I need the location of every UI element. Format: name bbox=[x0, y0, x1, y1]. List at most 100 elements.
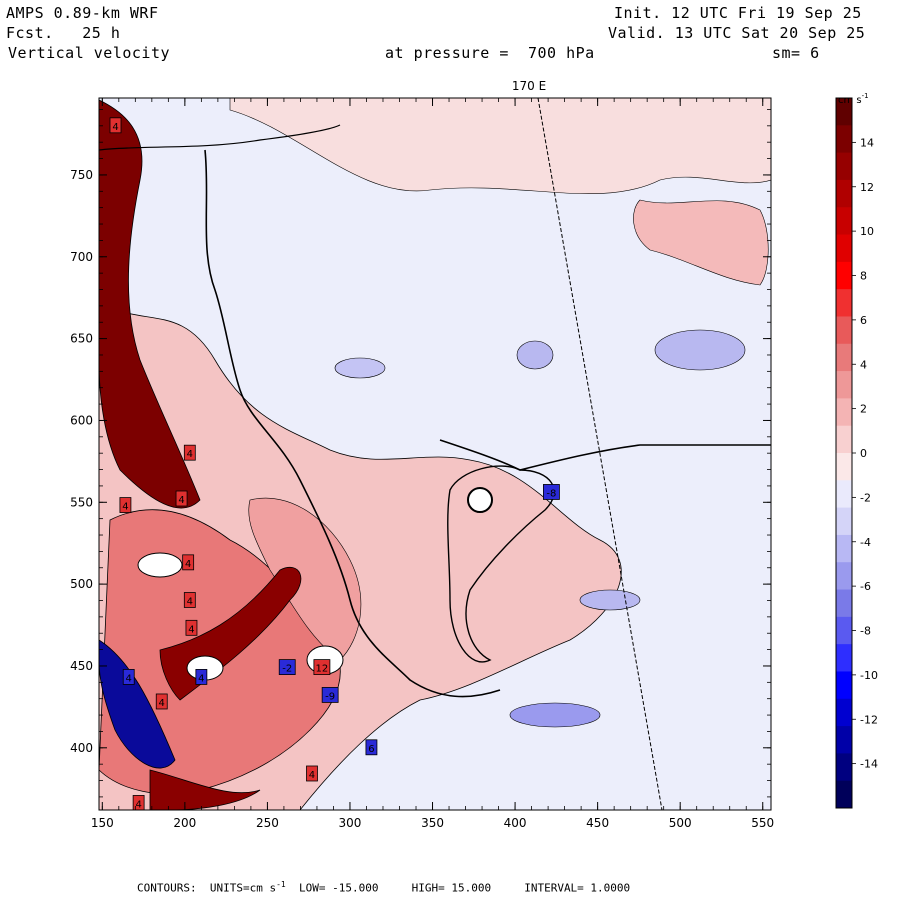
contour-label-text: -2 bbox=[282, 664, 292, 675]
colorbar-swatch bbox=[836, 152, 852, 181]
contour-label-box bbox=[185, 619, 198, 636]
y-tick-label: 750 bbox=[70, 168, 93, 182]
colorbar-label: 2 bbox=[860, 403, 867, 416]
valid-time: Valid. 13 UTC Sat 20 Sep 25 bbox=[608, 24, 866, 42]
colorbar-swatch bbox=[836, 562, 852, 591]
colorbar-label: -6 bbox=[860, 580, 871, 593]
contour-label-text: 4 bbox=[126, 673, 132, 684]
contour-label-box bbox=[321, 687, 339, 703]
colorbar-units-exponent: -1 bbox=[862, 92, 869, 100]
coastline-east bbox=[439, 439, 771, 471]
contour-label-text: 4 bbox=[198, 673, 204, 684]
contour-value-label: 4 bbox=[175, 490, 188, 507]
contour-value-label: 4 bbox=[185, 619, 198, 636]
colorbar-label: -8 bbox=[860, 625, 871, 638]
colorbar-swatch bbox=[836, 125, 852, 154]
x-tick-label: 400 bbox=[504, 816, 527, 830]
pressure-level: at pressure = 700 hPa bbox=[385, 44, 595, 62]
contour-label-text: 4 bbox=[112, 122, 118, 133]
contour-label-box bbox=[183, 592, 196, 608]
meridian-line bbox=[537, 98, 663, 810]
contour-label-box bbox=[109, 117, 122, 134]
colorbar-units-text: cm s bbox=[838, 95, 862, 106]
colorbar-label: 14 bbox=[860, 136, 874, 149]
colorbar-swatch bbox=[836, 753, 852, 782]
negative-patch-east bbox=[654, 329, 746, 371]
colorbar-label: -12 bbox=[860, 713, 878, 726]
contour-value-label: 6 bbox=[365, 739, 378, 756]
colorbar-label: 6 bbox=[860, 314, 867, 327]
color-bar: 14 12 10 8 6 4 2 0 -2 -4 -6 -8 -10 -12 -14 bbox=[835, 97, 878, 809]
contour-label-text: -8 bbox=[546, 488, 556, 499]
x-tick-label: 500 bbox=[669, 816, 692, 830]
x-tick-label: 300 bbox=[339, 816, 362, 830]
contour-label-text: 4 bbox=[309, 770, 315, 781]
negative-patch-north bbox=[334, 357, 386, 379]
x-tick-label: 200 bbox=[173, 816, 196, 830]
pressure-value: 700 hPa bbox=[527, 44, 595, 62]
contour-value-label: 4 bbox=[182, 554, 195, 571]
colorbar-swatch bbox=[836, 671, 852, 700]
contour-label-text: -9 bbox=[325, 691, 335, 702]
negative-patch-center bbox=[516, 340, 554, 370]
contour-label-layer: 4 4 4 4 4 4 4 4 4 4 4 4 -2 12 -9 6 -8 bbox=[109, 117, 560, 810]
contour-label-box bbox=[195, 669, 208, 685]
y-tick-label: 650 bbox=[70, 332, 93, 346]
y-tick-label: 400 bbox=[70, 741, 93, 755]
colorbar-label: 8 bbox=[860, 270, 867, 283]
footer-low: LOW= -15.000 bbox=[298, 881, 379, 895]
colorbar-swatch bbox=[836, 780, 852, 809]
colorbar-swatch bbox=[836, 425, 852, 454]
colorbar-label: -4 bbox=[860, 536, 871, 549]
colorbar-label: -14 bbox=[860, 758, 878, 771]
contour-label-box bbox=[119, 497, 132, 513]
colorbar-label: -2 bbox=[860, 491, 871, 504]
negative-patch-south bbox=[509, 702, 601, 728]
negative-patch-southeast bbox=[579, 589, 641, 611]
x-tick-label: 150 bbox=[91, 816, 114, 830]
positive-region-north bbox=[229, 98, 771, 195]
contour-label-text: 12 bbox=[316, 664, 329, 675]
contour-label-text: 6 bbox=[368, 744, 374, 755]
forecast-hour: Fcst. 25 h bbox=[6, 24, 120, 42]
colorbar-swatch bbox=[836, 234, 852, 263]
contours-label: CONTOURS: bbox=[137, 881, 197, 895]
island-outline bbox=[447, 465, 555, 663]
contour-label-text: 4 bbox=[187, 449, 193, 460]
colorbar-swatch bbox=[836, 398, 852, 427]
smoothing-value: sm= 6 bbox=[772, 44, 820, 62]
colorbar-label: 4 bbox=[860, 358, 867, 371]
contour-label-text: 4 bbox=[135, 799, 141, 810]
contour-label-box bbox=[278, 659, 296, 675]
plot-area: 4 4 4 4 4 4 4 4 4 4 4 4 -2 12 -9 6 -8 bbox=[99, 98, 771, 810]
strong-band-west bbox=[99, 99, 201, 509]
x-tick-label: 250 bbox=[256, 816, 279, 830]
colorbar-swatch bbox=[836, 616, 852, 645]
colorbar-swatch bbox=[836, 453, 852, 481]
colorbar-swatch bbox=[836, 343, 852, 372]
missing-data-patch-1 bbox=[137, 552, 183, 578]
contour-label-box bbox=[365, 739, 378, 756]
contour-label-box bbox=[313, 659, 331, 675]
colorbar-swatch bbox=[836, 480, 852, 509]
plot-frame bbox=[98, 97, 772, 811]
contour-label-text: 4 bbox=[185, 559, 191, 570]
footer-interval: INTERVAL= 1.0000 bbox=[524, 881, 631, 895]
contour-info: CONTOURS: UNITS=cm s-1 LOW= -15.000 HIGH… bbox=[137, 880, 630, 895]
contour-label-text: 4 bbox=[122, 502, 128, 513]
footer-high: HIGH= 15.000 bbox=[411, 881, 492, 895]
colorbar-label: 12 bbox=[860, 181, 874, 194]
colorbar-swatch bbox=[836, 644, 852, 672]
colorbar-label: -10 bbox=[860, 669, 878, 682]
contour-label-box bbox=[122, 669, 135, 685]
colorbar-swatch bbox=[836, 261, 852, 290]
contour-label-text: 4 bbox=[187, 596, 193, 607]
contour-value-label: 4 bbox=[109, 117, 122, 134]
y-tick-label: 600 bbox=[70, 413, 93, 427]
forecast-value: 25 h bbox=[82, 24, 121, 42]
contour-value-label: 12 bbox=[313, 659, 331, 675]
contour-value-label: -8 bbox=[543, 484, 560, 500]
y-tick-label: 700 bbox=[70, 250, 93, 264]
colorbar-units: cm s-1 bbox=[838, 92, 869, 106]
